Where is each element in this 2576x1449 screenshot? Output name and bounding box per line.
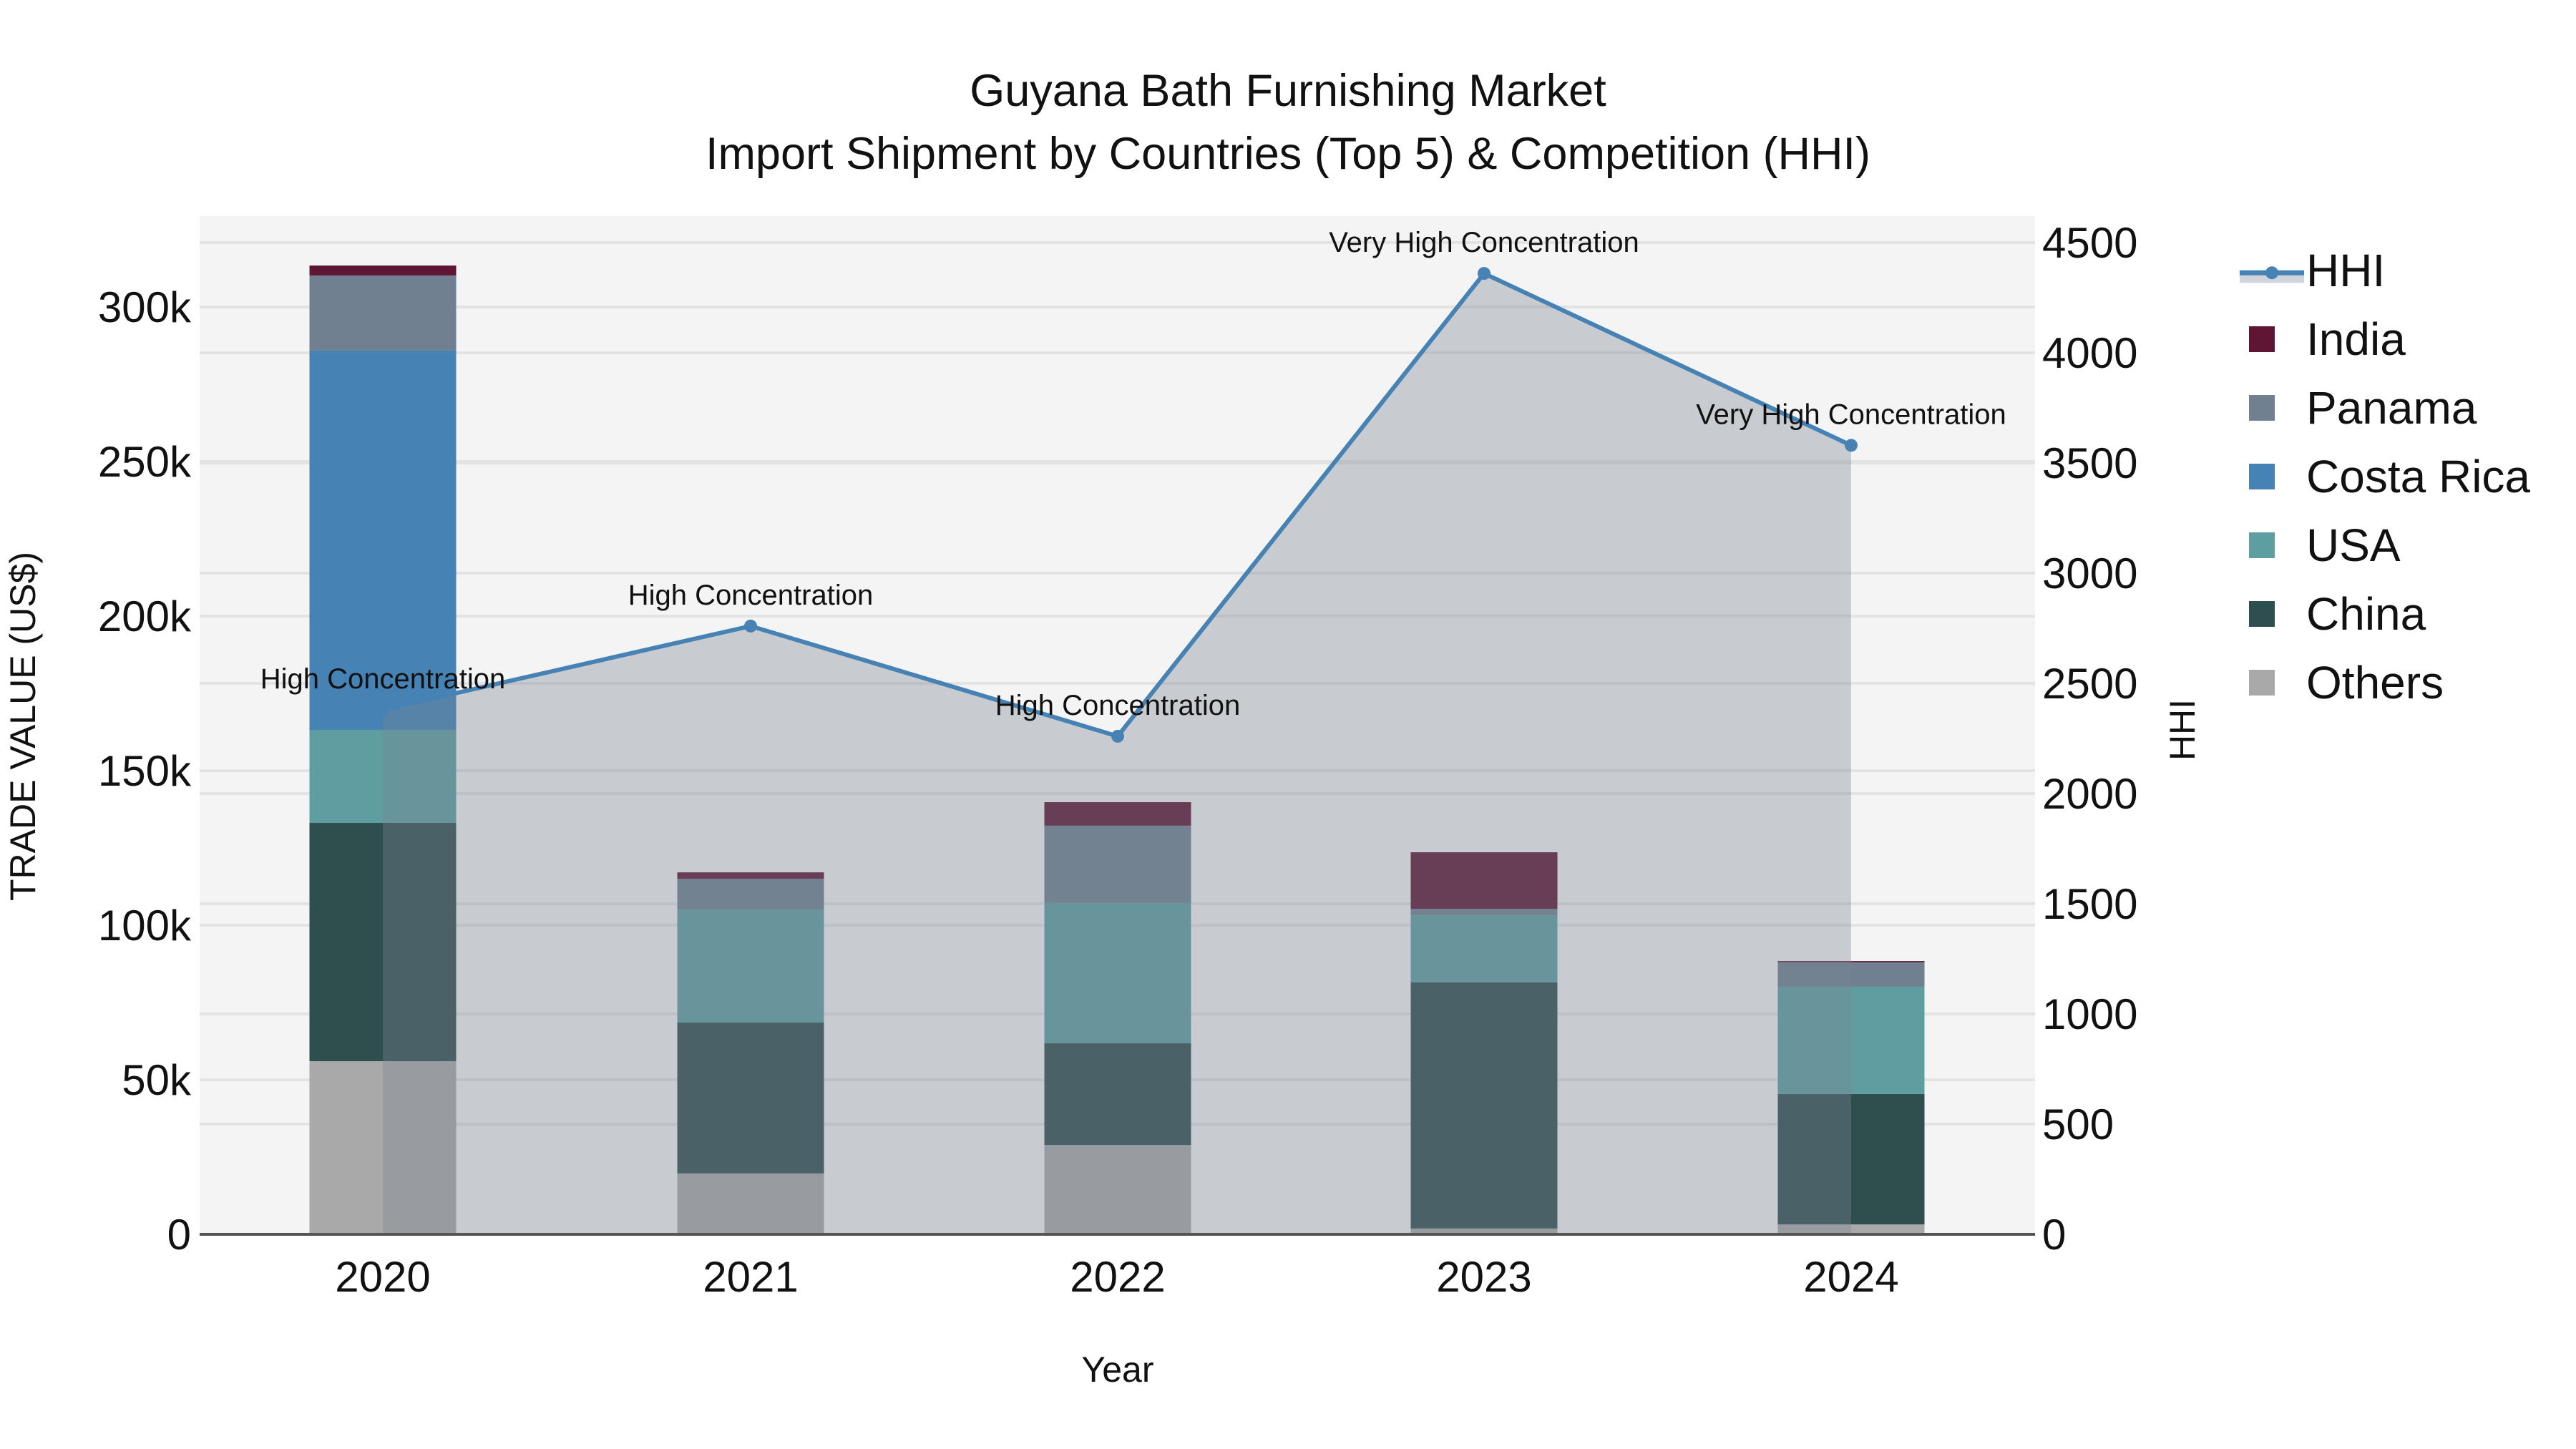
bar-segment-india[interactable] (1044, 802, 1191, 826)
axes: 0 50k 100k 150k 200k 250k 300k 0 500 1000 1500 2000… (98, 219, 2138, 1301)
bar-segment-usa[interactable] (309, 729, 457, 824)
hhi-annotations: High Concentration High Concentration High… (260, 227, 2006, 721)
bar-segment-panama[interactable] (1410, 909, 1558, 916)
y-right-tick-label: 2500 (2042, 660, 2137, 708)
bar-segment-china[interactable] (677, 1023, 824, 1174)
stacked-bars (309, 265, 1925, 1234)
bar-segment-panama[interactable] (1044, 825, 1191, 903)
line-marker-icon (2240, 266, 2304, 283)
y-left-tick-label: 300k (98, 283, 192, 331)
bar-segment-india[interactable] (1777, 961, 1925, 962)
bar-segment-panama[interactable] (309, 275, 457, 351)
gridlines (200, 241, 2035, 1126)
bar-segment-others[interactable] (1044, 1145, 1191, 1234)
y-left-tick-label: 250k (98, 438, 192, 486)
y-right-tick-label: 3000 (2042, 550, 2137, 597)
y-right-tick-label: 2000 (2042, 770, 2137, 818)
chart-subtitle: Import Shipment by Countries (Top 5) & C… (705, 129, 1871, 179)
square-swatch-icon (2249, 326, 2275, 352)
legend-label: Costa Rica (2306, 451, 2530, 502)
legend-label: India (2306, 313, 2406, 365)
legend-label: Others (2306, 657, 2444, 708)
y-right-tick-label: 1500 (2042, 880, 2137, 928)
hhi-point-marker[interactable] (1478, 267, 1491, 280)
hhi-annotation: Very High Concentration (1329, 227, 1639, 258)
square-swatch-icon (2249, 601, 2275, 627)
bar-segment-others[interactable] (309, 1061, 457, 1234)
bar-segment-india[interactable] (1410, 852, 1558, 909)
x-tick-label: 2023 (1436, 1253, 1531, 1301)
y-left-tick-label: 150k (98, 747, 192, 795)
square-swatch-icon (2249, 395, 2275, 421)
x-axis-title: Year (1081, 1350, 1154, 1390)
bar-segment-usa[interactable] (677, 909, 824, 1023)
y-right-tick-label: 3500 (2042, 439, 2137, 487)
bar-segment-panama[interactable] (1777, 962, 1925, 987)
hhi-annotation: High Concentration (260, 663, 505, 695)
hhi-point-marker[interactable] (1845, 439, 1858, 452)
y-axis-left-title: TRADE VALUE (US$) (3, 551, 43, 902)
y-right-tick-label: 500 (2042, 1101, 2114, 1148)
y-right-tick-label: 4500 (2042, 219, 2137, 267)
hhi-point-marker[interactable] (376, 703, 389, 716)
legend-label: Panama (2306, 382, 2477, 434)
bar-segment-india[interactable] (677, 872, 824, 879)
bar-segment-panama[interactable] (677, 879, 824, 909)
bar-segment-china[interactable] (1777, 1093, 1925, 1225)
legend-label: China (2306, 588, 2426, 640)
bar-segment-china[interactable] (1410, 982, 1558, 1229)
y-left-tick-label: 100k (98, 902, 192, 950)
bar-segment-china[interactable] (1044, 1043, 1191, 1146)
bar-segment-india[interactable] (309, 265, 457, 275)
hhi-area-fill (383, 273, 1851, 1234)
y-left-tick-label: 50k (122, 1056, 192, 1104)
bar-segment-others[interactable] (677, 1173, 824, 1234)
bar-segment-others[interactable] (1777, 1224, 1925, 1234)
bar-segment-china[interactable] (309, 823, 457, 1062)
x-tick-label: 2020 (335, 1253, 430, 1301)
bar-segment-usa[interactable] (1777, 986, 1925, 1094)
y-right-tick-label: 0 (2042, 1211, 2066, 1259)
bar-segment-others[interactable] (1410, 1228, 1558, 1234)
square-swatch-icon (2249, 670, 2275, 696)
bar-segment-usa[interactable] (1410, 915, 1558, 982)
y-left-tick-label: 0 (167, 1211, 191, 1259)
legend-label: HHI (2306, 245, 2386, 296)
x-tick-label: 2024 (1803, 1253, 1898, 1301)
y-right-tick-label: 1000 (2042, 990, 2137, 1038)
chart-title: Guyana Bath Furnishing Market (970, 66, 1606, 116)
square-swatch-icon (2249, 532, 2275, 558)
hhi-area (383, 273, 1851, 1234)
hhi-line (376, 267, 1858, 743)
bar-segment-costa-rica[interactable] (309, 350, 457, 730)
square-swatch-icon (2249, 464, 2275, 489)
hhi-annotation: High Concentration (628, 580, 873, 611)
y-axis-right-title: HHI (2162, 698, 2202, 761)
bar-segment-usa[interactable] (1044, 902, 1191, 1044)
legend-label: USA (2306, 519, 2401, 571)
hhi-point-marker[interactable] (1111, 729, 1124, 743)
x-tick-label: 2022 (1070, 1253, 1165, 1301)
hhi-point-marker[interactable] (744, 619, 757, 633)
hhi-annotation: High Concentration (995, 690, 1240, 721)
x-tick-label: 2021 (703, 1253, 798, 1301)
y-right-tick-label: 4000 (2042, 329, 2137, 377)
y-left-tick-label: 200k (98, 592, 192, 640)
hhi-annotation: Very High Concentration (1696, 399, 2006, 430)
